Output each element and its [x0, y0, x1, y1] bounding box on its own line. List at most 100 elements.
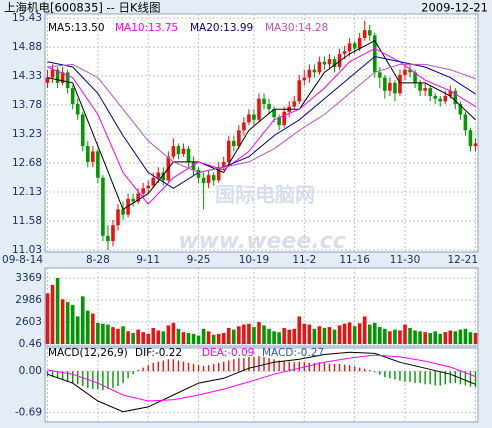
volume-bar: [383, 328, 387, 344]
candle-body: [443, 96, 448, 102]
x-tick-label: 9-25: [187, 254, 211, 266]
volume-bar: [206, 331, 211, 344]
volume-bar: [75, 316, 80, 344]
volume-bar: [362, 316, 367, 344]
volume-bar: [277, 332, 281, 344]
candle-body: [45, 77, 50, 83]
candle-body: [206, 175, 211, 184]
y-tick-label: 2986: [15, 294, 42, 306]
watermark: 国际电脑网: [215, 183, 315, 207]
volume-bar: [161, 331, 166, 344]
macd-bar: [117, 371, 119, 387]
volume-bar: [91, 313, 95, 344]
volume-bar: [65, 302, 70, 344]
x-tick-label: 12-21: [447, 254, 478, 266]
x-tick-label: 8-28: [86, 254, 110, 266]
candle-body: [161, 172, 166, 181]
macd-bar: [454, 371, 457, 384]
candle-body: [277, 117, 281, 126]
candle-body: [101, 177, 105, 236]
candle-body: [267, 103, 271, 110]
volume-bar: [378, 327, 382, 344]
macd-bar: [46, 371, 49, 376]
volume-bar: [352, 326, 357, 344]
macd-bar: [248, 356, 250, 372]
macd-bar: [439, 371, 441, 386]
candle-body: [121, 209, 125, 215]
candle-body: [60, 72, 65, 83]
volume-bar: [307, 324, 312, 344]
candle-body: [448, 90, 453, 97]
candle-body: [438, 98, 443, 102]
volume-bar: [372, 322, 377, 344]
macd-bar: [197, 365, 200, 372]
candle-body: [106, 235, 110, 242]
macd-bar: [268, 358, 270, 372]
macd-bar: [263, 356, 265, 372]
volume-bar: [367, 324, 372, 344]
volume-bar: [85, 310, 90, 344]
candle-body: [398, 74, 402, 94]
macd-bar: [338, 364, 341, 372]
candle-body: [252, 114, 256, 120]
macd-bar: [122, 371, 124, 384]
volume-bar: [232, 329, 236, 344]
volume-bar: [166, 325, 171, 344]
volume-bar: [272, 331, 276, 344]
candle-body: [468, 130, 473, 147]
volume-bar: [408, 327, 412, 344]
candle-body: [201, 177, 206, 184]
volume-bar: [55, 278, 60, 344]
macd-bar: [364, 368, 366, 372]
volume-bar: [201, 328, 206, 344]
volume-bar: [347, 322, 352, 344]
legend-entry: DEA:-0.09: [202, 347, 254, 359]
candle-body: [131, 198, 135, 202]
macd-bar: [308, 362, 311, 372]
volume-bar: [226, 327, 231, 344]
macd-bar: [102, 371, 104, 391]
macd-bar: [253, 356, 255, 372]
x-tick-label: 11-30: [390, 254, 421, 266]
y-tick-label: 15.43: [12, 12, 42, 24]
legend-entry: MA10:13.75: [115, 22, 178, 34]
volume-bar: [357, 323, 362, 344]
macd-bar: [278, 360, 280, 372]
candle-body: [403, 69, 407, 75]
volume-bar: [186, 333, 191, 344]
volume-bar: [473, 333, 478, 344]
volume-bar: [342, 323, 347, 344]
macd-bar: [137, 370, 139, 372]
candle-body: [226, 140, 231, 162]
macd-bar: [172, 359, 175, 372]
volume-bar: [438, 333, 443, 344]
macd-bar: [369, 370, 371, 372]
macd-bar: [71, 371, 74, 384]
y-tick-label: 11.03: [12, 244, 42, 256]
macd-bar: [107, 371, 109, 390]
volume-bar: [121, 326, 125, 344]
candle-body: [393, 82, 397, 94]
macd-title: MACD(12,26,9): [48, 347, 128, 359]
volume-bar: [282, 327, 286, 344]
macd-bar: [233, 359, 235, 372]
y-tick-label: 14.33: [12, 70, 42, 82]
macd-bar: [61, 371, 64, 381]
candle-body: [307, 69, 312, 78]
macd-bar: [394, 371, 396, 380]
macd-bar: [419, 371, 421, 384]
volume-bar: [146, 333, 151, 344]
candle-body: [232, 140, 236, 147]
volume-bar: [398, 330, 402, 344]
macd-bar: [313, 362, 316, 372]
candle-body: [352, 43, 357, 49]
macd-bar: [323, 362, 326, 372]
line: [47, 354, 476, 402]
volume-bar: [443, 332, 448, 344]
candle-body: [237, 130, 241, 147]
panel: [44, 267, 479, 347]
volume-bar: [322, 327, 327, 344]
macd-bar: [187, 362, 190, 372]
y-tick-label: 0.46: [19, 338, 43, 350]
candle-body: [146, 185, 151, 189]
